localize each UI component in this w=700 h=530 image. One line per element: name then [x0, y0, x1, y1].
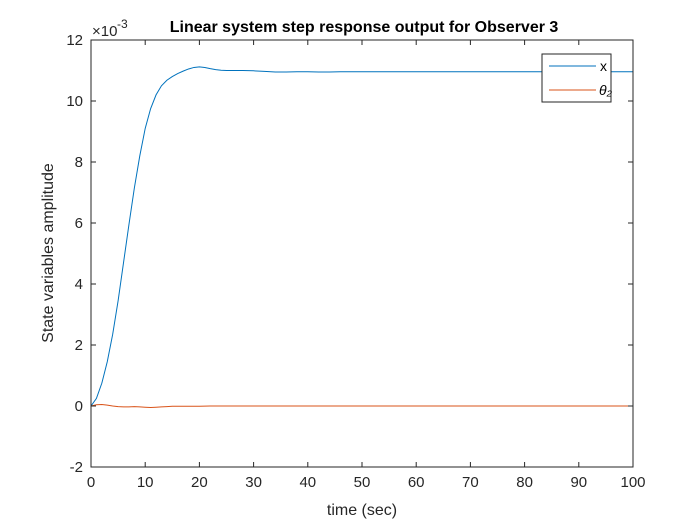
chart-title: Linear system step response output for O…	[170, 19, 559, 36]
x-tick-label: 100	[620, 474, 645, 491]
x-tick-label: 20	[191, 474, 208, 491]
x-tick-label: 40	[299, 474, 316, 491]
series-line-x	[90, 66, 633, 407]
exponent-label: ×10	[92, 23, 117, 40]
legend-label-theta2: θ₂	[599, 82, 613, 98]
y-tick-label: 10	[66, 93, 83, 110]
legend[interactable]: x θ₂	[541, 53, 613, 103]
y-axis-label: State variables amplitude	[40, 163, 57, 343]
y-tick-label: 6	[75, 215, 83, 232]
x-axis-label: time (sec)	[327, 502, 397, 519]
exponent-power: -3	[117, 17, 128, 31]
y-tick-label: 0	[75, 398, 83, 415]
series-line-theta2	[90, 403, 633, 409]
y-tick-label: 4	[75, 276, 83, 293]
x-tick-label: 30	[245, 474, 262, 491]
axes-box	[90, 39, 634, 468]
x-tick-label: 80	[516, 474, 533, 491]
y-tick-label: 12	[66, 32, 83, 49]
legend-box	[541, 53, 612, 103]
x-tick-label: 10	[137, 474, 154, 491]
y-tick-label: 2	[75, 337, 83, 354]
x-tick-label: 70	[462, 474, 479, 491]
x-tick-label: 50	[354, 474, 371, 491]
x-tick-label: 0	[87, 474, 95, 491]
y-tick-label: 8	[75, 154, 83, 171]
legend-label-x: x	[600, 58, 607, 74]
y-tick-label: -2	[70, 459, 83, 476]
x-tick-label: 60	[408, 474, 425, 491]
plot-layer	[90, 66, 633, 409]
x-tick-label: 90	[570, 474, 587, 491]
